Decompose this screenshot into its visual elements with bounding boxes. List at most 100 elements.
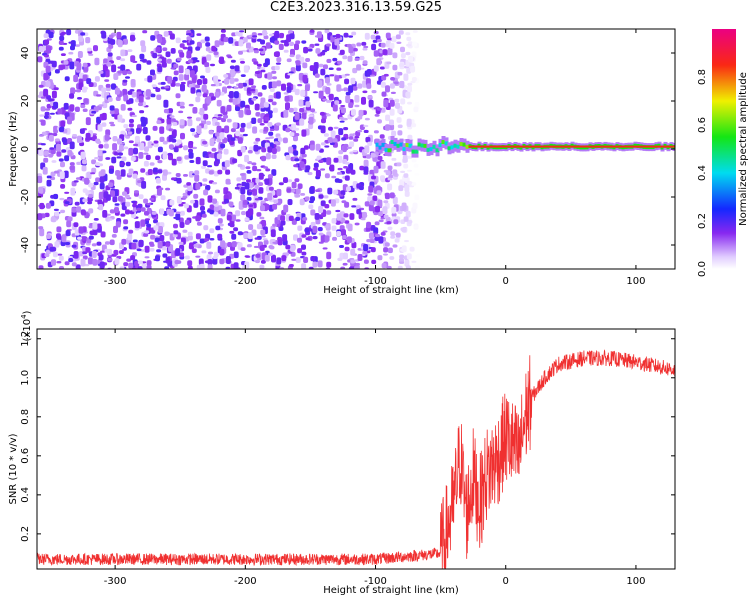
noise-cell [385,114,391,122]
noise-cell [73,74,79,83]
noise-cell [238,39,244,47]
noise-cell [342,262,348,266]
noise-cell [130,156,136,161]
noise-cell [313,62,319,70]
noise-cell [302,62,308,69]
noise-cell [81,210,87,216]
noise-cell [63,102,69,110]
noise-cell [260,97,266,105]
noise-cell [207,209,212,213]
signal-core [660,145,665,148]
noise-cell [343,143,349,151]
noise-cell [400,98,406,105]
noise-cell [51,60,57,68]
noise-cell [383,253,388,256]
noise-cell [46,234,52,239]
signal-core [642,145,647,148]
noise-cell [182,192,188,197]
noise-cell [312,225,318,234]
noise-cell [209,228,215,234]
noise-cell [165,51,171,58]
signal-cell [465,144,470,149]
noise-cell [145,135,151,141]
noise-cell [362,80,368,88]
noise-cell [148,241,154,246]
noise-cell [363,129,369,133]
noise-cell [107,97,113,102]
noise-cell [373,211,379,216]
noise-cell [259,216,265,220]
noise-cell [289,132,295,137]
noise-cell [405,265,411,269]
noise-cell [78,226,84,234]
noise-cell [299,118,305,126]
noise-cell [291,123,297,131]
noise-cell [163,31,169,37]
noise-cell [140,219,146,227]
signal-cell [429,147,434,152]
noise-cell [88,208,94,214]
noise-cell [179,210,185,216]
noise-cell [373,130,379,134]
noise-cell [373,65,379,72]
x-tick-label: -300 [104,276,127,287]
noise-cell [402,155,408,163]
noise-cell [377,255,383,261]
noise-cell [162,140,168,145]
noise-cell [233,227,239,232]
noise-cell [260,235,266,238]
noise-cell [376,80,382,85]
noise-cell [76,161,82,165]
noise-cell [261,146,267,153]
noise-cell [391,36,397,43]
noise-cell [389,42,395,49]
noise-cell [401,228,407,233]
noise-cell [49,246,55,252]
y-axis-label: SNR (10 * v/v) [8,433,19,504]
signal-core [543,145,548,148]
noise-cell [117,70,123,74]
noise-cell [69,93,75,99]
noise-cell [58,40,64,45]
noise-cell [354,265,360,269]
noise-cell [310,256,316,262]
noise-cell [134,190,139,194]
noise-cell [406,36,412,41]
noise-cell [126,258,132,262]
noise-cell [246,170,252,174]
noise-cell [53,193,59,200]
noise-cell [300,89,306,97]
signal-cell [399,142,404,147]
noise-cell [329,74,335,77]
noise-cell [347,55,353,62]
signal-core [615,145,620,148]
noise-cell [168,128,174,132]
noise-cell [176,179,182,183]
noise-cell [399,261,405,264]
noise-cell [356,209,362,215]
noise-cell [54,170,59,174]
noise-cell [361,96,366,105]
noise-cell [228,91,234,99]
noise-cell [127,172,133,176]
noise-cell [184,155,190,160]
noise-cell [91,250,97,258]
noise-cell [314,213,320,220]
noise-cell [137,266,143,269]
noise-cell [160,195,166,201]
noise-cell [400,53,406,59]
noise-cell [141,180,147,189]
noise-cell [118,250,124,254]
noise-cell [301,129,307,137]
noise-cell [220,208,226,217]
noise-cell [182,195,188,199]
noise-cell [131,200,137,204]
noise-cell [99,182,105,190]
noise-cell [248,78,254,86]
noise-cell [315,143,321,151]
noise-cell [180,202,186,205]
noise-cell [347,223,353,232]
noise-cell [240,74,246,77]
noise-cell [101,150,107,154]
noise-cell [157,241,163,249]
